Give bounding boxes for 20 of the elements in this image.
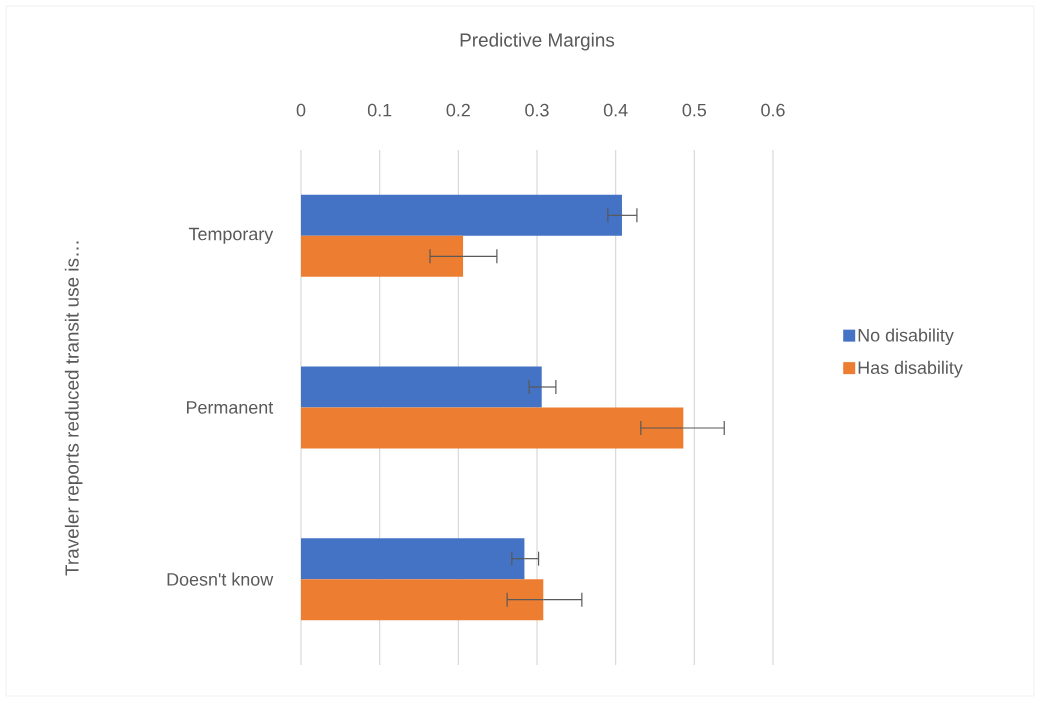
bar xyxy=(301,407,684,449)
bar xyxy=(301,194,622,236)
y-axis-title: Traveler reports reduced transit use is… xyxy=(64,241,83,576)
x-tick-label: 0.2 xyxy=(446,103,470,117)
x-tick-label: 0.5 xyxy=(682,103,707,117)
bar xyxy=(301,235,464,277)
legend-label: No disability xyxy=(858,328,954,346)
y-tick-label: Temporary xyxy=(188,227,274,244)
x-tick-label: 0.4 xyxy=(603,103,628,117)
x-tick-label: 0.6 xyxy=(761,103,785,117)
bar xyxy=(301,579,544,621)
bar xyxy=(301,366,542,408)
x-axis-title: Predictive Margins xyxy=(460,32,615,51)
x-tick-label: 0.1 xyxy=(367,103,392,117)
x-tick-label: 0.3 xyxy=(525,103,549,117)
y-tick-label: Permanent xyxy=(186,401,274,414)
legend-label: Has disability xyxy=(858,360,963,378)
x-tick-label: 0 xyxy=(296,103,306,117)
bar xyxy=(301,538,525,580)
y-tick-label: Doesn't know xyxy=(167,572,274,586)
